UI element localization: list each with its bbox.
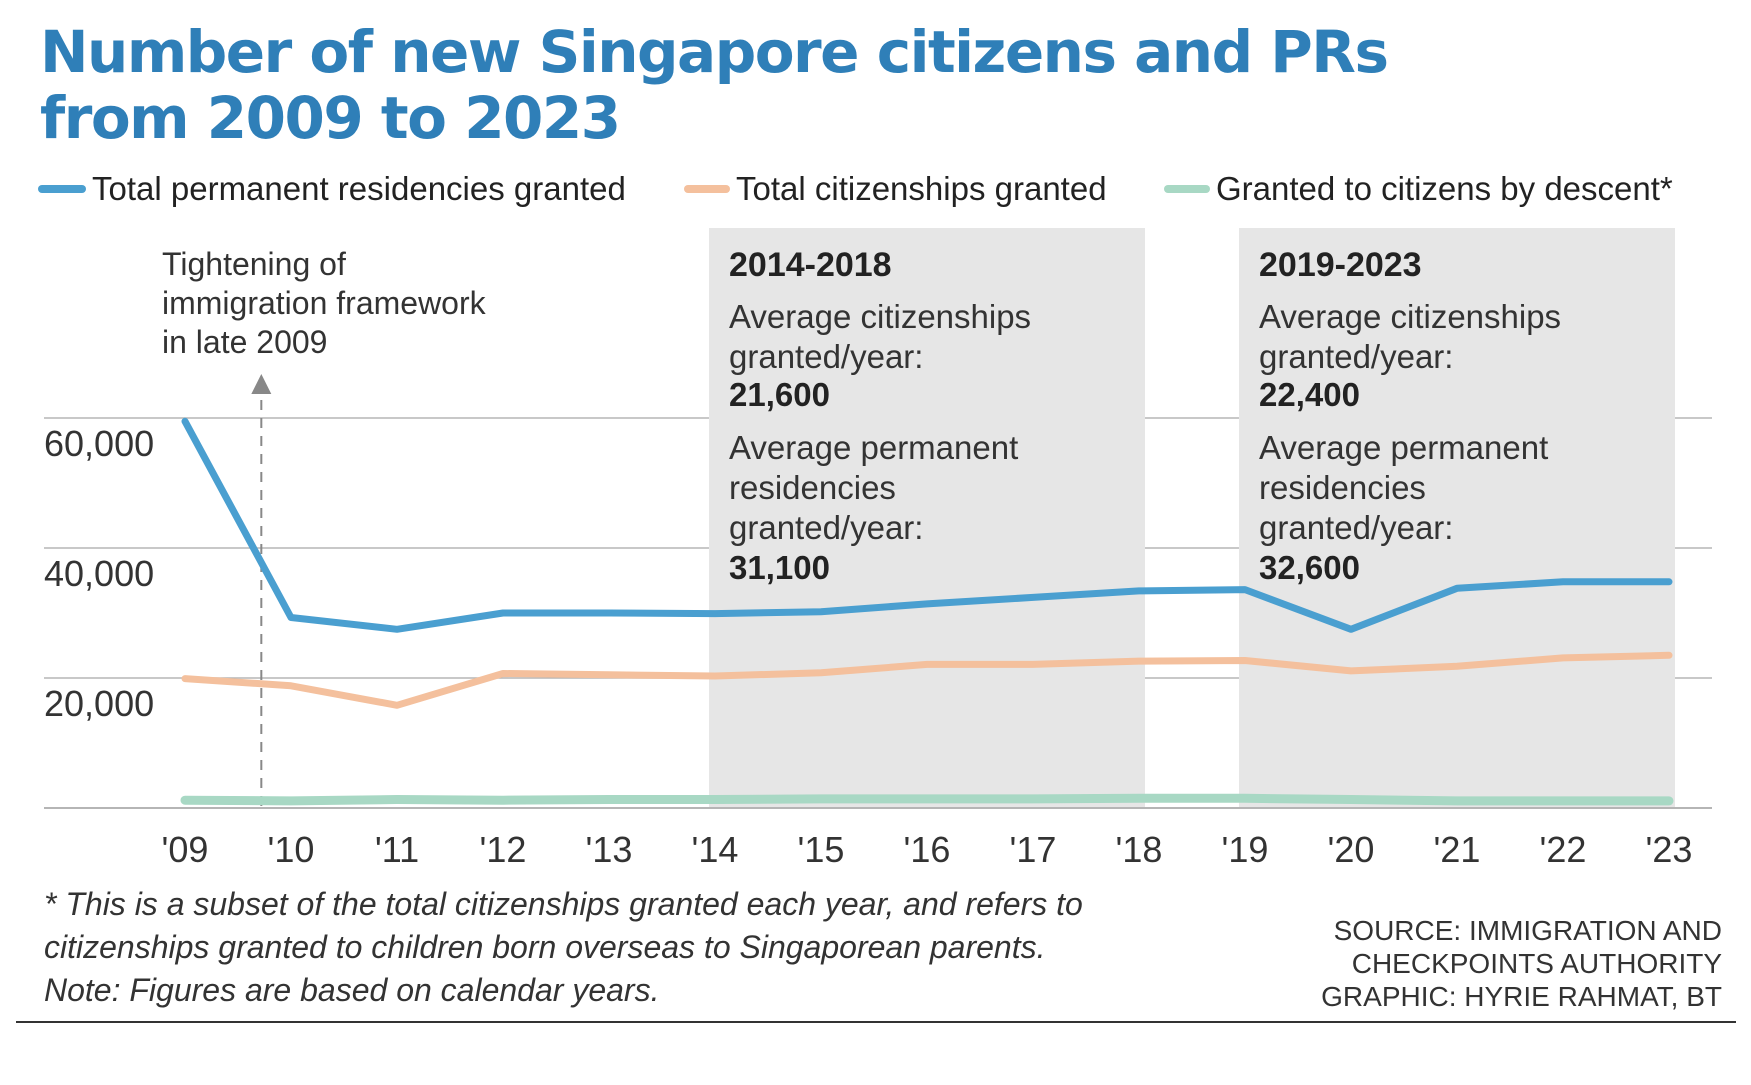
data-point <box>818 669 824 676</box>
period-text: residencies <box>729 469 896 506</box>
data-point <box>288 614 294 621</box>
period-text: granted/year: <box>1259 509 1453 546</box>
x-tick-label: '10 <box>268 829 315 870</box>
x-tick-label: '23 <box>1646 829 1693 870</box>
x-tick-label: '21 <box>1434 829 1481 870</box>
annotation-text: in late 2009 <box>162 324 327 360</box>
x-tick-label: '12 <box>480 829 527 870</box>
data-point <box>924 661 930 668</box>
period-heading: 2014-2018 <box>729 246 892 284</box>
data-point <box>1348 626 1354 633</box>
data-point <box>1030 594 1036 601</box>
data-point <box>394 702 400 709</box>
data-point <box>1560 578 1566 585</box>
period-text: Average permanent <box>1259 429 1548 466</box>
data-point <box>1666 652 1672 659</box>
data-point <box>500 797 506 804</box>
period-value: 21,600 <box>729 376 830 413</box>
period-text: Average permanent <box>729 429 1018 466</box>
data-point <box>1242 795 1248 802</box>
data-point <box>1454 585 1460 592</box>
period-heading: 2019-2023 <box>1259 246 1422 284</box>
period-value: 22,400 <box>1259 376 1360 413</box>
chart-title-line: from 2009 to 2023 <box>40 84 620 152</box>
period-text: Average citizenships <box>729 298 1031 335</box>
period-value: 32,600 <box>1259 549 1360 586</box>
data-point <box>182 797 188 804</box>
x-tick-label: '16 <box>904 829 951 870</box>
footnote: * This is a subset of the total citizens… <box>44 886 1083 922</box>
data-point <box>606 796 612 803</box>
data-point <box>712 673 718 679</box>
x-tick-label: '09 <box>162 829 209 870</box>
period-value: 31,100 <box>729 549 830 586</box>
period-text: granted/year: <box>1259 338 1453 375</box>
y-tick-label: 40,000 <box>44 553 154 594</box>
data-point <box>1030 661 1036 668</box>
annotation-arrowhead <box>251 374 272 394</box>
data-point <box>1666 797 1672 804</box>
data-point <box>712 796 718 803</box>
data-point <box>288 797 294 804</box>
data-point <box>712 610 718 617</box>
footnote: citizenships granted to children born ov… <box>44 929 1046 965</box>
y-tick-label: 60,000 <box>44 423 154 464</box>
period-text: residencies <box>1259 469 1426 506</box>
data-point <box>1348 667 1354 674</box>
x-tick-label: '19 <box>1222 829 1269 870</box>
data-point <box>1136 658 1142 665</box>
shaded-period <box>1239 228 1675 808</box>
period-text: granted/year: <box>729 509 923 546</box>
data-point <box>606 610 612 616</box>
legend-entry: Granted to citizens by descent* <box>1216 170 1673 207</box>
data-point <box>1136 795 1142 802</box>
data-point <box>182 418 188 425</box>
x-tick-label: '11 <box>375 829 419 870</box>
x-tick-label: '20 <box>1328 829 1375 870</box>
source-credit: SOURCE: IMMIGRATION AND <box>1334 915 1722 946</box>
period-text: Average citizenships <box>1259 298 1561 335</box>
data-point <box>394 626 400 633</box>
x-tick-label: '17 <box>1010 829 1057 870</box>
annotation-text: immigration framework <box>162 285 487 321</box>
footnote: Note: Figures are based on calendar year… <box>44 972 659 1008</box>
shaded-period <box>709 228 1145 808</box>
data-point <box>1666 578 1672 585</box>
data-point <box>924 795 930 802</box>
data-point <box>500 610 506 616</box>
x-tick-label: '18 <box>1116 829 1163 870</box>
legend-entry: Total permanent residencies granted <box>92 170 626 207</box>
data-point <box>1242 657 1248 664</box>
annotation-text: Tightening of <box>162 246 346 282</box>
data-point <box>924 600 930 607</box>
y-tick-label: 20,000 <box>44 683 154 724</box>
x-tick-label: '13 <box>586 829 633 870</box>
data-point <box>1560 797 1566 804</box>
data-point <box>288 682 294 689</box>
data-point <box>1454 797 1460 804</box>
source-credit: GRAPHIC: HYRIE RAHMAT, BT <box>1321 981 1722 1012</box>
chart-title-line: Number of new Singapore citizens and PRs <box>40 18 1388 86</box>
data-point <box>394 796 400 803</box>
period-text: granted/year: <box>729 338 923 375</box>
data-point <box>1454 663 1460 670</box>
data-point <box>1030 795 1036 802</box>
data-point <box>818 795 824 802</box>
data-point <box>1242 586 1248 593</box>
data-point <box>1560 654 1566 661</box>
legend-entry: Total citizenships granted <box>736 170 1107 207</box>
data-point <box>1348 796 1354 803</box>
source-credit: CHECKPOINTS AUTHORITY <box>1352 948 1723 979</box>
x-tick-label: '22 <box>1540 829 1587 870</box>
x-tick-label: '14 <box>692 829 739 870</box>
data-point <box>818 608 824 615</box>
data-point <box>500 670 506 677</box>
data-point <box>606 671 612 678</box>
data-point <box>182 675 188 682</box>
x-tick-label: '15 <box>798 829 845 870</box>
data-point <box>1136 587 1142 594</box>
